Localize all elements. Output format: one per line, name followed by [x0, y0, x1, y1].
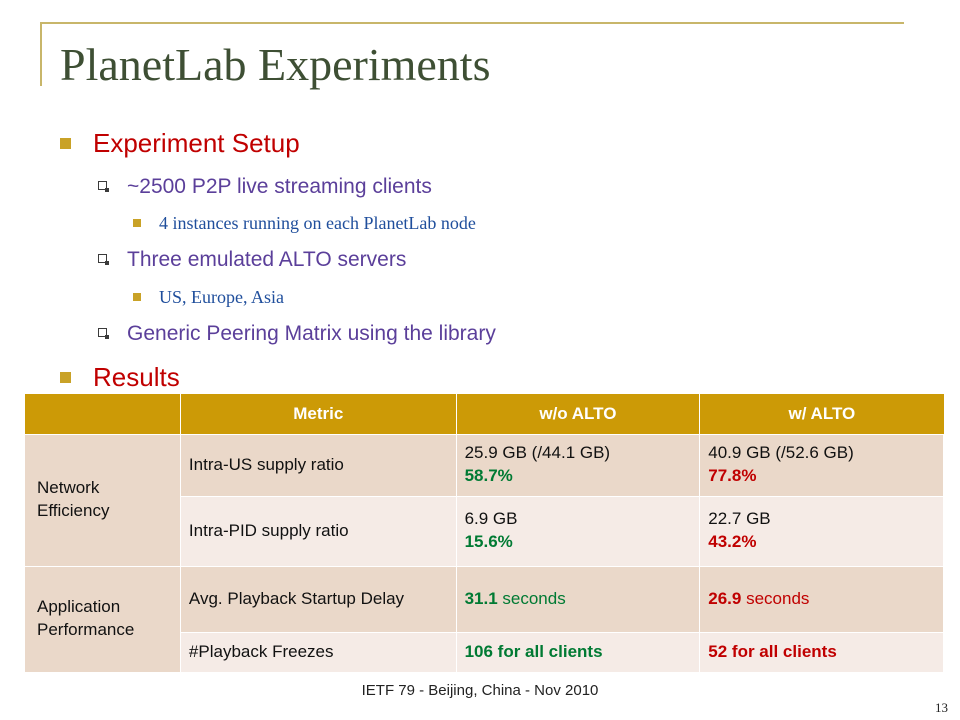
- value-cell: 52 for all clients: [699, 631, 944, 673]
- square-bullet-icon: [60, 371, 71, 383]
- value-cell: 40.9 GB (/52.6 GB) 77.8%: [699, 433, 944, 497]
- table-row: Application Performance Avg. Playback St…: [24, 565, 944, 673]
- slide-title: PlanetLab Experiments: [60, 39, 491, 90]
- hollow-square-bullet-icon: [98, 328, 109, 340]
- bullet-regions: US, Europe, Asia: [133, 287, 284, 308]
- bullet-clients: ~2500 P2P live streaming clients: [98, 175, 432, 199]
- header-cell: Metric: [180, 394, 457, 434]
- square-bullet-icon: [133, 219, 141, 228]
- header-cell: [24, 394, 181, 434]
- metric-cell: #Playback Freezes: [179, 631, 457, 673]
- bullet-instances: 4 instances running on each PlanetLab no…: [133, 213, 476, 234]
- bullet-matrix: Generic Peering Matrix using the library: [98, 322, 496, 346]
- hollow-square-bullet-icon: [98, 181, 109, 193]
- value-cell: 6.9 GB 15.6%: [455, 495, 701, 567]
- value-cell: 26.9 seconds: [699, 565, 944, 633]
- value-cell: 25.9 GB (/44.1 GB) 58.7%: [455, 433, 701, 497]
- bullet-results: Results: [60, 362, 180, 393]
- metric-cell: Avg. Playback Startup Delay: [179, 565, 457, 633]
- value-cell: 31.1 seconds: [455, 565, 701, 633]
- square-bullet-icon: [133, 293, 141, 302]
- results-table: Metric w/o ALTO w/ ALTO Network Efficien…: [24, 394, 944, 673]
- value-cell: 22.7 GB 43.2%: [699, 495, 944, 567]
- group-label: Application Performance: [24, 565, 181, 673]
- square-bullet-icon: [60, 137, 71, 149]
- page-number: 13: [935, 700, 948, 715]
- bullet-experiment-setup: Experiment Setup: [60, 128, 300, 159]
- slide-footer: IETF 79 - Beijing, China - Nov 2010: [361, 682, 599, 699]
- metric-cell: Intra-US supply ratio: [179, 433, 457, 497]
- frame-top-line: [40, 22, 904, 24]
- header-cell: w/ ALTO: [699, 394, 944, 434]
- header-cell: w/o ALTO: [456, 394, 701, 434]
- hollow-square-bullet-icon: [98, 254, 109, 266]
- group-label: Network Efficiency: [24, 433, 181, 567]
- bullet-servers: Three emulated ALTO servers: [98, 248, 406, 272]
- frame-left-line: [40, 22, 42, 86]
- table-row: #Playback Freezes 106 for all clients 52…: [25, 631, 944, 673]
- table-row: Network Efficiency Intra-US supply ratio…: [24, 433, 944, 567]
- table-row: Intra-PID supply ratio 6.9 GB 15.6% 22.7…: [25, 495, 944, 567]
- metric-cell: Intra-PID supply ratio: [179, 495, 457, 567]
- table-header-row: Metric w/o ALTO w/ ALTO: [24, 394, 944, 434]
- value-cell: 106 for all clients: [455, 631, 701, 673]
